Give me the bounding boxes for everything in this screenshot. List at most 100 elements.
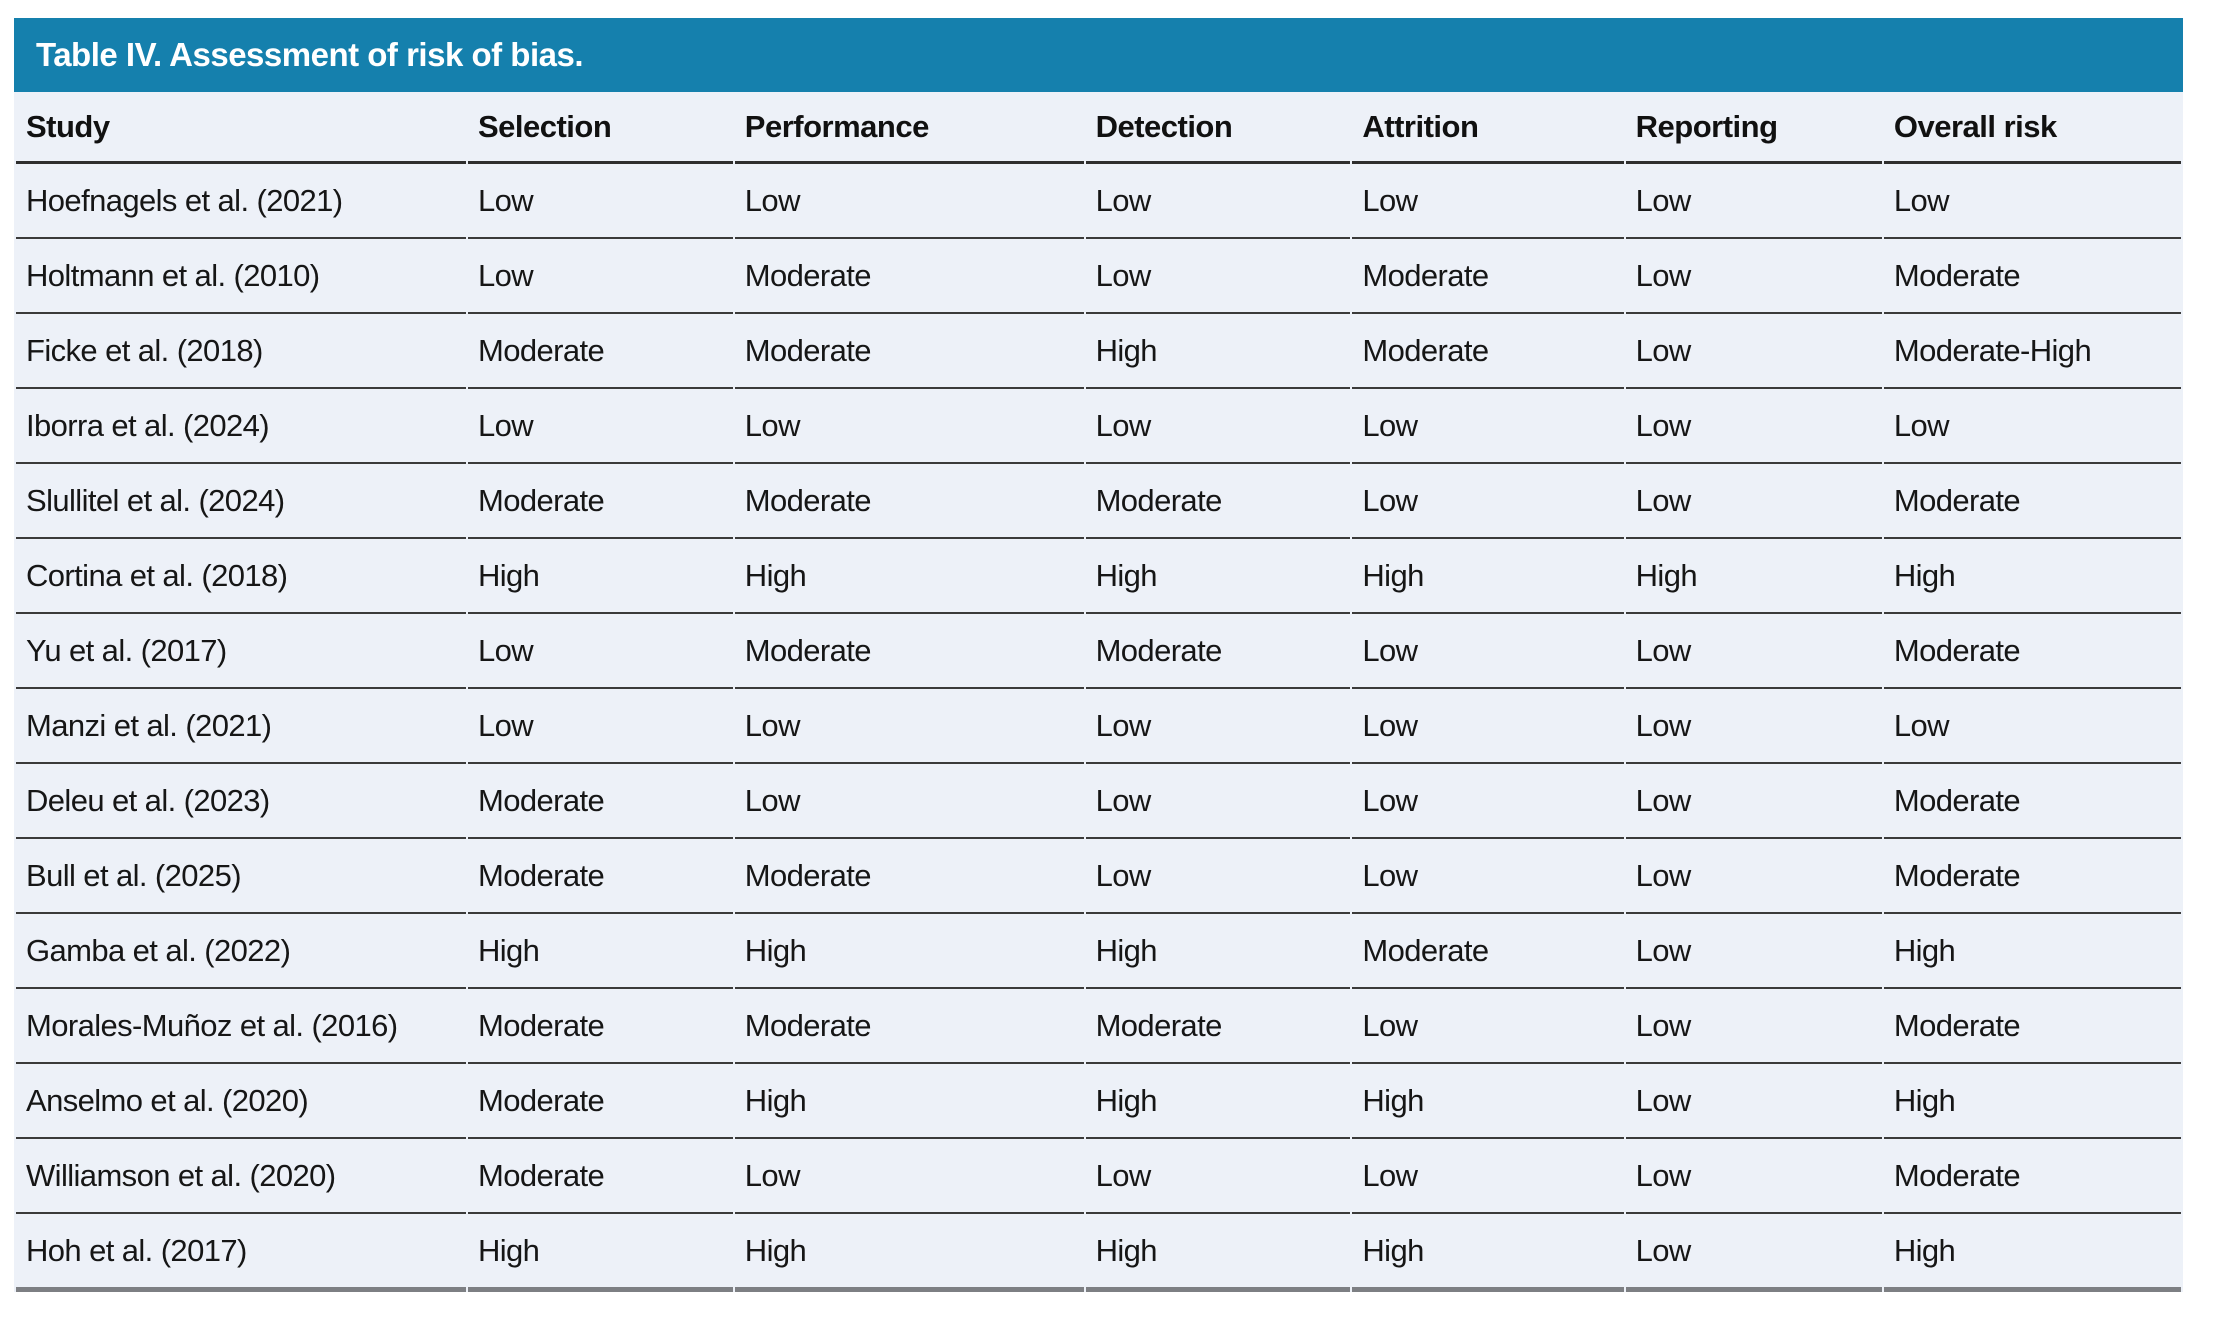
data-table: Study Selection Performance Detection Attrit… [14, 92, 2183, 1292]
risk-cell: Moderate [734, 614, 1084, 689]
risk-cell: Moderate [1883, 239, 2181, 314]
risk-cell: Moderate-High [1883, 314, 2181, 389]
risk-cell: Low [1625, 164, 1882, 239]
risk-cell: Low [1352, 389, 1624, 464]
risk-cell: Low [734, 164, 1084, 239]
risk-of-bias-table: Table IV. Assessment of risk of bias. St… [14, 18, 2183, 1292]
risk-cell: Low [467, 389, 733, 464]
risk-cell: Low [1352, 689, 1624, 764]
study-cell: Holtmann et al. (2010) [16, 239, 466, 314]
risk-cell: High [1085, 1214, 1351, 1292]
risk-cell: High [734, 914, 1084, 989]
column-header: Selection [467, 92, 733, 164]
study-cell: Bull et al. (2025) [16, 839, 466, 914]
risk-cell: Moderate [1085, 464, 1351, 539]
table-row: Yu et al. (2017) Low Moderate Moderate Low Lo… [16, 614, 2181, 689]
risk-cell: Low [1625, 764, 1882, 839]
risk-cell: Moderate [467, 989, 733, 1064]
study-cell: Iborra et al. (2024) [16, 389, 466, 464]
risk-cell: Low [1625, 239, 1882, 314]
study-cell: Deleu et al. (2023) [16, 764, 466, 839]
risk-cell: Moderate [467, 1139, 733, 1214]
study-cell: Cortina et al. (2018) [16, 539, 466, 614]
study-cell: Slullitel et al. (2024) [16, 464, 466, 539]
risk-cell: Moderate [1352, 239, 1624, 314]
study-cell: Ficke et al. (2018) [16, 314, 466, 389]
table-title-bar: Table IV. Assessment of risk of bias. [14, 18, 2183, 92]
risk-cell: Low [1625, 689, 1882, 764]
study-cell: Gamba et al. (2022) [16, 914, 466, 989]
table-row: Ficke et al. (2018) Moderate Moderate High M… [16, 314, 2181, 389]
risk-cell: Moderate [1883, 989, 2181, 1064]
risk-cell: High [467, 914, 733, 989]
risk-cell: Low [1625, 839, 1882, 914]
risk-cell: Low [1625, 914, 1882, 989]
risk-cell: Low [1625, 1064, 1882, 1139]
risk-cell: Low [1625, 464, 1882, 539]
risk-cell: Low [1625, 1214, 1882, 1292]
risk-cell: Low [1625, 314, 1882, 389]
risk-cell: Moderate [1352, 914, 1624, 989]
risk-cell: High [1352, 1214, 1624, 1292]
table-row: Gamba et al. (2022) High High High Moderate L… [16, 914, 2181, 989]
risk-cell: Moderate [734, 839, 1084, 914]
study-cell: Hoh et al. (2017) [16, 1214, 466, 1292]
risk-cell: Moderate [1883, 614, 2181, 689]
risk-cell: Moderate [467, 764, 733, 839]
risk-cell: Low [1352, 1139, 1624, 1214]
risk-cell: Moderate [467, 839, 733, 914]
table-row: Anselmo et al. (2020) Moderate High High Hig… [16, 1064, 2181, 1139]
risk-cell: High [467, 1214, 733, 1292]
risk-cell: High [1883, 1214, 2181, 1292]
risk-cell: Low [1352, 164, 1624, 239]
risk-cell: Low [1883, 389, 2181, 464]
risk-cell: Low [467, 614, 733, 689]
risk-cell: Low [1352, 989, 1624, 1064]
risk-cell: Low [1883, 689, 2181, 764]
table-row: Bull et al. (2025) Moderate Moderate Low Low… [16, 839, 2181, 914]
risk-cell: Moderate [734, 989, 1084, 1064]
risk-cell: Low [1085, 164, 1351, 239]
risk-cell: Low [1085, 764, 1351, 839]
risk-cell: Low [467, 164, 733, 239]
risk-cell: Low [1085, 1139, 1351, 1214]
table-row: Hoefnagels et al. (2021) Low Low Low Low Low L… [16, 164, 2181, 239]
table-row: Slullitel et al. (2024) Moderate Moderate M… [16, 464, 2181, 539]
risk-cell: Low [734, 1139, 1084, 1214]
risk-cell: Low [1085, 239, 1351, 314]
risk-cell: High [734, 539, 1084, 614]
study-cell: Manzi et al. (2021) [16, 689, 466, 764]
risk-cell: Low [1085, 689, 1351, 764]
risk-cell: Moderate [467, 314, 733, 389]
risk-cell: Low [734, 389, 1084, 464]
table-row: Iborra et al. (2024) Low Low Low Low Low Low [16, 389, 2181, 464]
risk-cell: Moderate [467, 464, 733, 539]
table-title: Table IV. Assessment of risk of bias. [36, 36, 584, 73]
risk-cell: Low [467, 689, 733, 764]
column-header: Attrition [1352, 92, 1624, 164]
risk-cell: Low [1625, 389, 1882, 464]
table-row: Williamson et al. (2020) Moderate Low Low Lo… [16, 1139, 2181, 1214]
table-row: Deleu et al. (2023) Moderate Low Low Low Low M… [16, 764, 2181, 839]
table-body: Hoefnagels et al. (2021) Low Low Low Low Low L… [16, 164, 2181, 1292]
risk-cell: Low [1352, 764, 1624, 839]
risk-cell: Low [1883, 164, 2181, 239]
header-row: Study Selection Performance Detection Attrit… [16, 92, 2181, 164]
study-cell: Yu et al. (2017) [16, 614, 466, 689]
table-row: Manzi et al. (2021) Low Low Low Low Low Low [16, 689, 2181, 764]
column-header: Performance [734, 92, 1084, 164]
risk-cell: Moderate [467, 1064, 733, 1139]
risk-cell: High [1085, 914, 1351, 989]
risk-cell: High [1085, 1064, 1351, 1139]
column-header: Detection [1085, 92, 1351, 164]
risk-cell: High [734, 1064, 1084, 1139]
risk-cell: High [1085, 539, 1351, 614]
risk-cell: Moderate [1352, 314, 1624, 389]
risk-cell: Moderate [1883, 839, 2181, 914]
risk-cell: Moderate [1883, 764, 2181, 839]
risk-cell: Moderate [1085, 614, 1351, 689]
risk-cell: High [467, 539, 733, 614]
column-header: Reporting [1625, 92, 1882, 164]
risk-cell: Moderate [1085, 989, 1351, 1064]
